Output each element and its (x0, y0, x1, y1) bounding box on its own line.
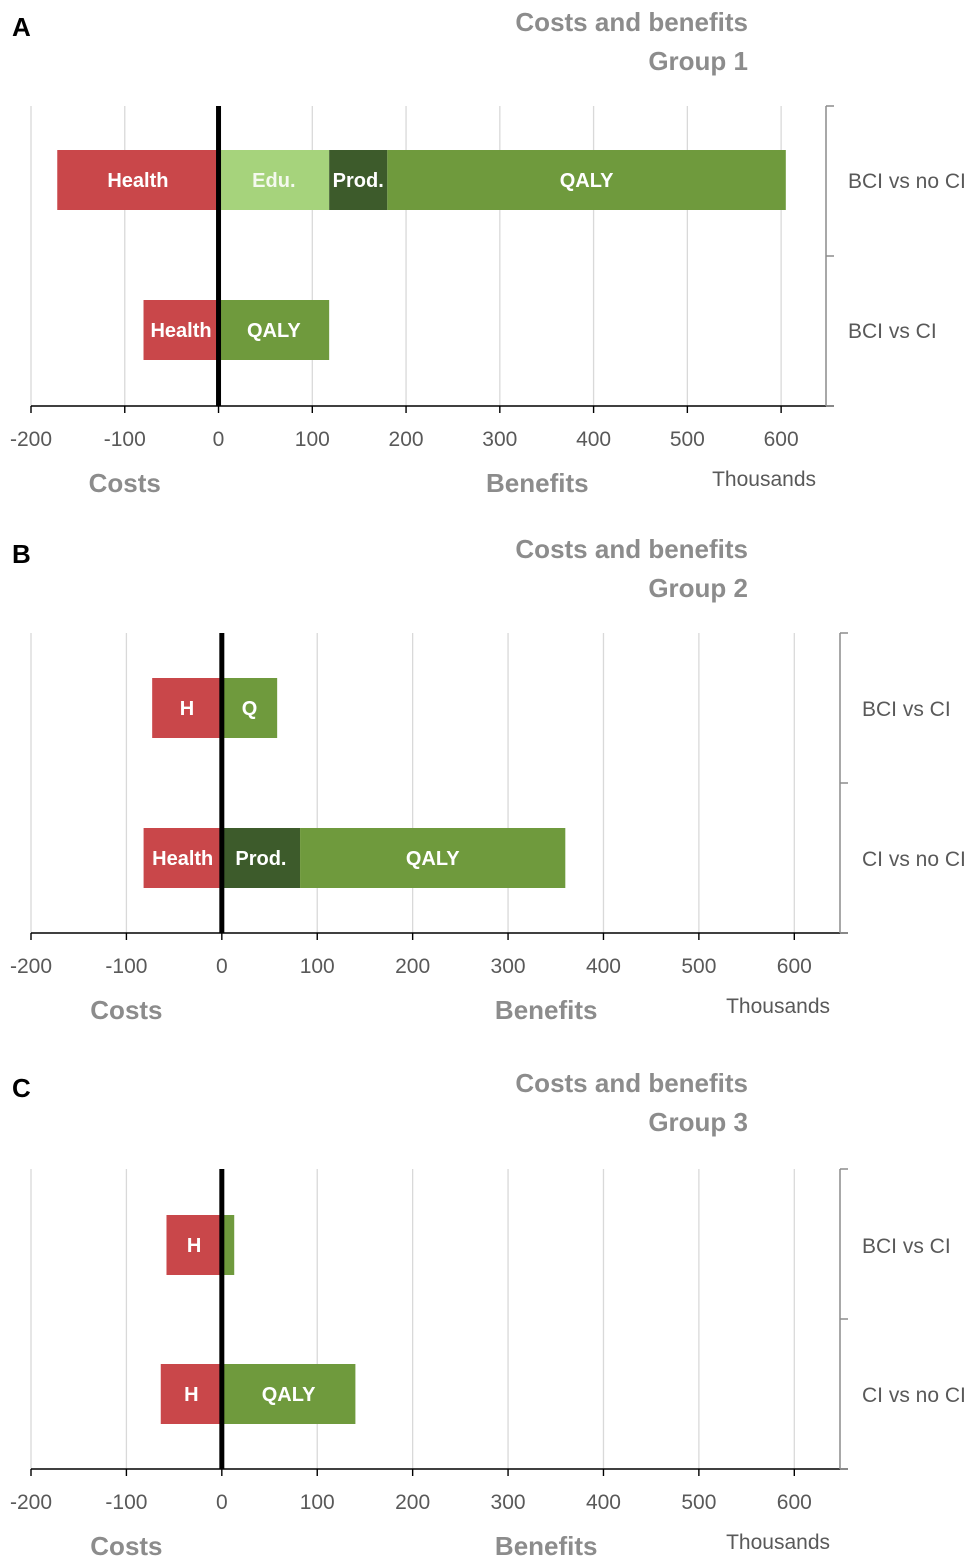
bar-segment-qaly (300, 828, 566, 888)
x-tick-label: -200 (10, 428, 52, 451)
x-tick-label: 400 (586, 955, 621, 978)
x-tick-label: 200 (395, 1491, 430, 1514)
x-tick-label: -100 (105, 955, 147, 978)
panel-label: A (12, 12, 31, 42)
bar-segment-prod (329, 150, 388, 210)
bar-segment-label: QALY (247, 320, 301, 342)
bar-segment-edu (218, 150, 330, 210)
bar-segment-label: Prod. (333, 170, 384, 192)
category-label: CI vs no CI (862, 1384, 966, 1407)
bar-segment-label: Prod. (235, 848, 286, 870)
bar-segment-health (57, 150, 219, 210)
category-label: BCI vs CI (862, 698, 951, 721)
costs-label: Costs (90, 995, 162, 1025)
x-tick-label: -200 (10, 955, 52, 978)
x-tick-label: 600 (777, 955, 812, 978)
bar-segment-qaly (218, 300, 330, 360)
chart-panel-b: B Costs and benefits Group 2 H Q Health Prod. Q… (10, 534, 966, 1025)
bar-segment-prod (221, 828, 301, 888)
category-label: BCI vs CI (862, 1235, 951, 1258)
chart-title: Costs and benefits (515, 534, 748, 564)
bar-segment-label: H (180, 698, 194, 720)
bar-segment-label: Health (107, 170, 168, 192)
x-tick-label: 500 (681, 1491, 716, 1514)
benefits-label: Benefits (486, 468, 589, 498)
chart-subtitle: Group 3 (648, 1107, 748, 1137)
bar-segment-health (143, 828, 222, 888)
bar-segment-label: H (184, 1384, 198, 1406)
panel-label: B (12, 539, 31, 569)
x-tick-label: 500 (681, 955, 716, 978)
x-tick-label: 500 (670, 428, 705, 451)
x-tick-label: 300 (491, 1491, 526, 1514)
bar-segment-label: Edu. (252, 170, 295, 192)
x-tick-label: 300 (491, 955, 526, 978)
x-tick-label: -100 (105, 1491, 147, 1514)
x-tick-label: -100 (104, 428, 146, 451)
chart-subtitle: Group 1 (648, 46, 748, 76)
x-tick-label: 100 (295, 428, 330, 451)
category-label: CI vs no CI (862, 848, 966, 871)
x-tick-label: 200 (395, 955, 430, 978)
bar-segment-qaly (221, 678, 278, 738)
category-label: BCI vs no CI (848, 170, 966, 193)
x-tick-label: 600 (777, 1491, 812, 1514)
bar-segment-health (143, 300, 219, 360)
x-tick-label: 100 (300, 1491, 335, 1514)
x-tick-label: 0 (216, 1491, 228, 1514)
x-tick-label: -200 (10, 1491, 52, 1514)
x-tick-label: 0 (216, 955, 228, 978)
category-label: BCI vs CI (848, 320, 937, 343)
units-label: Thousands (726, 995, 830, 1018)
x-tick-label: 400 (576, 428, 611, 451)
benefits-label: Benefits (495, 1531, 598, 1558)
bar-segment-label: H (187, 1235, 201, 1257)
panel-label: C (12, 1073, 31, 1103)
bar-segment-health (166, 1215, 222, 1275)
units-label: Thousands (726, 1531, 830, 1554)
x-tick-label: 0 (213, 428, 225, 451)
costs-label: Costs (89, 468, 161, 498)
bar-segment-qaly (221, 1215, 235, 1275)
x-tick-label: 300 (482, 428, 517, 451)
x-tick-label: 400 (586, 1491, 621, 1514)
bar-segment-label: QALY (560, 170, 614, 192)
x-tick-label: 600 (764, 428, 799, 451)
bar-segment-label: Health (152, 848, 213, 870)
bar-segment-health (160, 1364, 222, 1424)
bar-segment-qaly (387, 150, 786, 210)
chart-panel-a: A Costs and benefits Group 1 Health Edu. Prod… (10, 7, 966, 498)
x-tick-label: 100 (300, 955, 335, 978)
chart-panel-c: C Costs and benefits Group 3 H H QALY -200 -100… (10, 1068, 966, 1558)
benefits-label: Benefits (495, 995, 598, 1025)
bar-segment-label: Q (242, 698, 258, 720)
x-tick-label: 200 (389, 428, 424, 451)
bar-segment-label: QALY (262, 1384, 316, 1406)
bar-segment-label: QALY (406, 848, 460, 870)
bar-segment-health (152, 678, 222, 738)
units-label: Thousands (712, 468, 816, 491)
chart-title: Costs and benefits (515, 7, 748, 37)
costs-label: Costs (90, 1531, 162, 1558)
bar-segment-label: Health (150, 320, 211, 342)
chart-title: Costs and benefits (515, 1068, 748, 1098)
bar-segment-qaly (221, 1364, 356, 1424)
chart-subtitle: Group 2 (648, 573, 748, 603)
